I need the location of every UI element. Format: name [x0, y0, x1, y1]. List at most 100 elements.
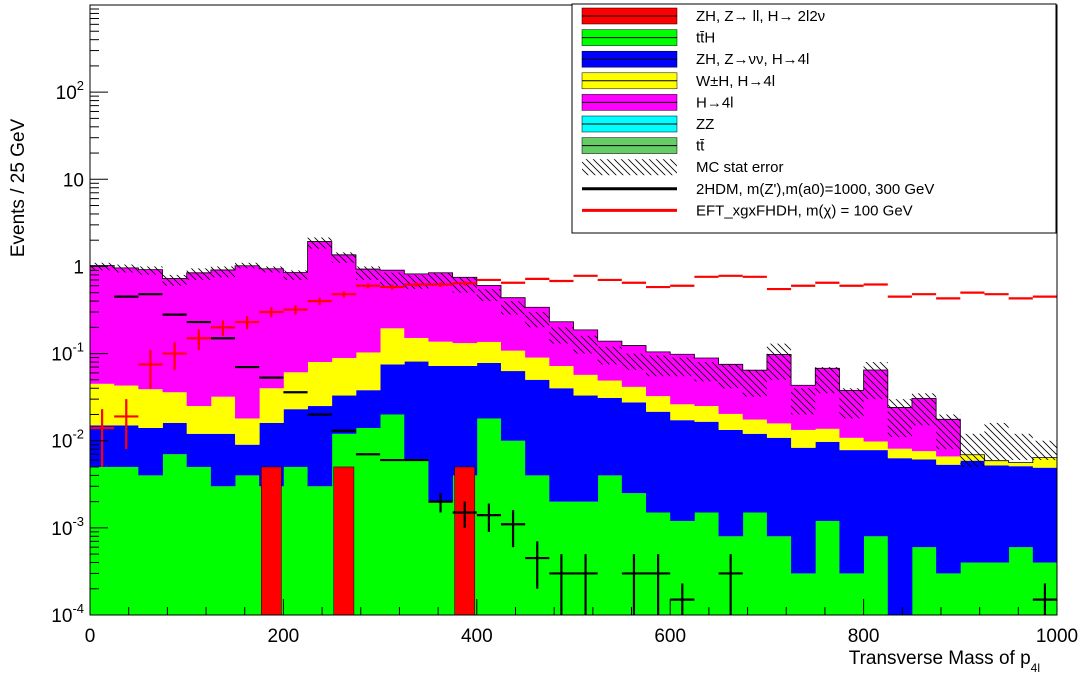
wh-bar [452, 343, 478, 367]
tth-bar [984, 562, 1010, 615]
stat-error-band [283, 270, 308, 280]
y-tick-label: 10 [63, 170, 84, 191]
2hdm-point [646, 554, 671, 615]
zh-nunu-bar [863, 450, 889, 537]
stat-error-band [839, 388, 864, 419]
stat-error-band [621, 353, 647, 370]
stat-error-band [718, 364, 743, 389]
zh-nunu-bar [210, 433, 236, 487]
legend-entry: ZH, Z→ ll, H→ 2l2ν [581, 7, 825, 25]
zh-nunu-bar [500, 371, 526, 441]
h4l-bar [235, 265, 260, 419]
zh-nunu-bar [138, 427, 163, 476]
wh-bar [525, 357, 550, 380]
stat-error-band [984, 422, 1009, 461]
zh-nunu-bar [621, 402, 647, 494]
legend-label: tt̄ [696, 138, 705, 155]
y-tick-base: 10 [51, 345, 72, 366]
tth-bar [404, 460, 429, 615]
stat-error-band [1008, 433, 1033, 461]
wh-bar [283, 372, 308, 410]
zh-nunu-bar [235, 444, 260, 476]
wh-bar [549, 366, 574, 389]
zh-nunu-bar [1008, 466, 1034, 548]
zh-nunu-bar [307, 406, 333, 487]
stat-error-band [210, 266, 236, 278]
stat-error-band [186, 268, 211, 280]
2hdm-point [500, 510, 526, 548]
h4l-bar [283, 272, 308, 373]
wh-bar [791, 429, 816, 448]
zh-ll-bar [454, 466, 476, 616]
tth-bar [186, 466, 212, 615]
plot-area [89, 237, 1058, 616]
y-tick-label: 10-3 [51, 514, 84, 540]
legend-label: tt̄H [696, 30, 715, 47]
wh-bar [235, 418, 260, 445]
stat-error-band [307, 237, 332, 249]
eft-point [355, 283, 381, 289]
tth-bar [960, 562, 985, 615]
x-axis-title: Transverse Mass of p4l [849, 648, 1040, 675]
y-tick-exponent: -2 [72, 427, 84, 442]
wh-bar [259, 388, 284, 423]
wh-bar [911, 451, 937, 460]
h4l-bar [259, 268, 284, 389]
legend-entry: ZZ [581, 115, 714, 133]
legend-label: ZH, Z→ ll, H→ 2l2ν [696, 8, 825, 25]
wh-bar [670, 404, 695, 421]
zh-nunu-bar [1032, 467, 1058, 563]
wh-bar [742, 419, 768, 434]
2hdm-point [428, 493, 453, 513]
eft-point [259, 307, 284, 318]
stat-error-band [380, 272, 405, 286]
zh-ll-bar [333, 466, 355, 616]
stat-error-band [235, 262, 260, 269]
y-tick-label: 10-1 [51, 340, 84, 366]
zh-nunu-bar [476, 362, 502, 419]
tth-bar [694, 512, 719, 615]
h4l-bar [331, 254, 357, 358]
eft-point [210, 320, 236, 336]
stat-error-band [162, 274, 187, 286]
zh-nunu-bar [404, 361, 429, 461]
h4l-bar [90, 265, 115, 384]
eft-point [186, 329, 211, 350]
zh-nunu-bar [380, 364, 405, 415]
eft-point [331, 291, 356, 298]
zh-nunu-bar [718, 429, 744, 537]
zh-nunu-bar [766, 437, 792, 537]
eft-point [307, 297, 332, 306]
wh-bar [162, 392, 188, 423]
tth-bar [791, 573, 816, 615]
2hdm-point [525, 541, 550, 589]
2hdm-point [476, 503, 501, 532]
tth-bar [355, 427, 381, 615]
stat-error-band [887, 399, 912, 438]
stat-error-band [525, 311, 550, 328]
wh-bar [863, 441, 889, 451]
wh-bar [476, 341, 502, 363]
stat-error-band [863, 362, 888, 400]
eft-point [428, 282, 453, 288]
y-tick-base: 10 [51, 606, 72, 627]
eft-point [380, 284, 405, 290]
wh-bar [766, 423, 792, 438]
zh-nunu-bar [815, 441, 840, 521]
legend-label: ZZ [696, 116, 714, 133]
wh-bar [646, 396, 671, 412]
wh-bar [500, 350, 526, 372]
zh-nunu-bar [428, 366, 454, 502]
h4l-bar [114, 267, 139, 386]
h4l-bar [162, 278, 188, 393]
tth-bar [210, 486, 236, 615]
zh-nunu-bar [960, 460, 985, 563]
tth-bar [911, 547, 937, 615]
stat-error-band [500, 301, 526, 315]
y-tick-base: 10 [63, 170, 84, 191]
legend-entry: H→4l [581, 94, 734, 111]
stat-error-band [597, 346, 622, 365]
x-tick-label: 0 [85, 626, 96, 647]
